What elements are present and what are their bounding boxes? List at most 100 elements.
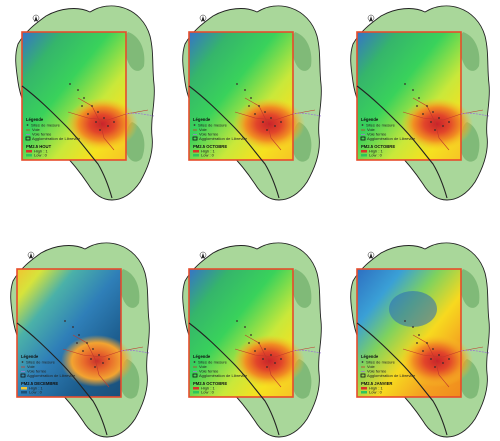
measurement-site <box>280 121 282 123</box>
measurement-site <box>254 113 256 115</box>
legend-class: Voie <box>32 127 41 132</box>
measurement-site <box>90 358 92 360</box>
map-panel-3: Légende Sites de mesure Voie Voie ferrée Agg… <box>343 2 493 202</box>
study-frame <box>188 31 294 161</box>
measurement-site <box>442 125 444 127</box>
cold-zone <box>389 291 437 327</box>
measurement-site <box>434 366 436 368</box>
legend-site-symbol <box>193 361 196 363</box>
railway <box>120 349 150 354</box>
legend-high: High : 1 <box>34 149 49 154</box>
study-frame <box>356 31 462 161</box>
legend-class: Voie <box>367 127 376 132</box>
legend-high: High : 1 <box>29 386 44 391</box>
measurement-site <box>97 111 99 113</box>
measurement-site <box>258 342 260 344</box>
road <box>244 97 282 151</box>
measurement-site <box>262 358 264 360</box>
legend-sites: Sites de mesure <box>31 123 61 128</box>
north-arrow-icon <box>367 14 375 22</box>
legend-low: Low : 0 <box>369 153 383 158</box>
measurement-site <box>418 97 420 99</box>
measurement-site <box>274 362 276 364</box>
agglomeration-boundary <box>356 85 448 199</box>
measurement-site <box>254 350 256 352</box>
measurement-site <box>83 97 85 99</box>
legend-class: Agglomération de Libreville <box>367 373 416 378</box>
legend-class: Agglomération de Libreville <box>367 136 416 141</box>
road <box>402 109 484 121</box>
measurement-site <box>426 105 428 107</box>
legend-class: Voie ferrée <box>27 369 47 374</box>
study-frame <box>356 268 462 398</box>
measurement-site <box>432 348 434 350</box>
measurement-site <box>236 83 238 85</box>
measurement-site <box>442 362 444 364</box>
hotspot <box>401 335 473 387</box>
measurement-site <box>270 354 272 356</box>
measurement-site <box>81 105 83 107</box>
legend-raster-title: PM2.5 OCTOBRE <box>193 144 227 149</box>
measurement-site <box>404 320 406 322</box>
legend-site-symbol <box>21 361 24 363</box>
hotspot <box>233 98 305 150</box>
railway <box>460 112 490 117</box>
legend-site-symbol <box>26 124 29 126</box>
legend-class: Agglomération de Libreville <box>199 136 248 141</box>
north-arrow-icon <box>27 251 35 259</box>
measurement-site <box>262 121 264 123</box>
measurement-site <box>99 129 101 131</box>
measurement-site <box>107 125 109 127</box>
legend-title: Légende <box>193 354 211 359</box>
measurement-site <box>92 348 94 350</box>
road <box>77 97 115 151</box>
measurement-site <box>438 354 440 356</box>
agglomeration-boundary <box>188 322 280 436</box>
measurement-site <box>422 350 424 352</box>
agglomeration-boundary <box>21 85 113 199</box>
measurement-site <box>86 342 88 344</box>
legend-low: Low : 0 <box>201 390 215 395</box>
measurement-site <box>280 358 282 360</box>
vegetation-patch <box>459 32 480 71</box>
measurement-site <box>244 326 246 328</box>
legend-class: Voie ferrée <box>199 369 219 374</box>
agglomeration-boundary <box>356 322 448 436</box>
legend-high: High : 1 <box>201 149 216 154</box>
road <box>244 334 282 388</box>
legend-class: Voie ferrée <box>199 132 219 137</box>
legend-raster-title: PM2.5 HOUT <box>26 144 52 149</box>
north-arrow-icon <box>367 251 375 259</box>
hotspot <box>61 335 133 387</box>
legend-class: Voie <box>367 364 376 369</box>
measurement-site <box>78 334 80 336</box>
legend-title: Légende <box>361 354 379 359</box>
legend-sites: Sites de mesure <box>198 360 228 365</box>
measurement-site <box>266 129 268 131</box>
north-arrow-icon <box>32 14 40 22</box>
measurement-site <box>72 326 74 328</box>
vegetation-patch <box>291 269 312 308</box>
measurement-site <box>82 350 84 352</box>
study-frame <box>16 268 122 398</box>
measurement-site <box>418 334 420 336</box>
north-arrow-icon <box>199 251 207 259</box>
vegetation-patch <box>119 269 140 308</box>
road <box>234 346 316 358</box>
legend-low: Low : 0 <box>29 390 43 395</box>
road <box>402 346 484 358</box>
legend-low: Low : 0 <box>34 153 48 158</box>
measurement-site <box>430 358 432 360</box>
legend-high: High : 1 <box>369 386 384 391</box>
legend-title: Légende <box>361 117 379 122</box>
map-panel-2: Légende Sites de mesure Voie Voie ferrée Agg… <box>175 2 325 202</box>
measurement-site <box>91 105 93 107</box>
